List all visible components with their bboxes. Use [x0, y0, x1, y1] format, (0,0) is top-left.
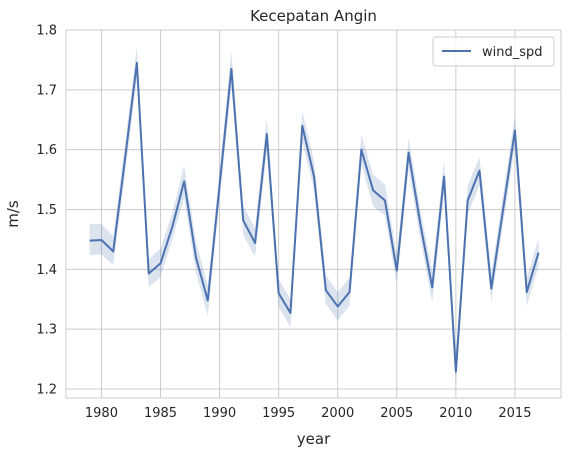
x-tick-label: 2015	[498, 406, 531, 421]
x-tick-label: 1980	[85, 406, 118, 421]
x-tick-label: 1985	[144, 406, 177, 421]
y-tick-label: 1.7	[36, 83, 57, 98]
y-tick-label: 1.6	[36, 143, 57, 158]
y-tick-label: 1.4	[36, 263, 57, 278]
x-tick-label: 2010	[439, 406, 472, 421]
legend-box	[432, 36, 555, 67]
plot-frame	[65, 29, 562, 399]
y-tick-label: 1.8	[36, 24, 57, 39]
chart-title: Kecepatan Angin	[250, 7, 377, 25]
legend-label: wind_spd	[482, 45, 543, 60]
x-tick-label: 1995	[262, 406, 295, 421]
y-tick-label: 1.5	[36, 203, 57, 218]
x-tick-label: 2005	[380, 406, 413, 421]
legend: wind_spd	[432, 36, 555, 67]
y-tick-label: 1.3	[36, 323, 57, 338]
x-tick-label: 1990	[203, 406, 236, 421]
y-axis-label: m/s	[4, 200, 22, 228]
x-tick-label: 2000	[321, 406, 354, 421]
tick-label-layer: 1980 1985 1990 1995 2000 2005 2010 2015 1.2 1.3 1.…	[36, 24, 531, 422]
series-line-layer	[89, 61, 540, 373]
x-axis-label: year	[297, 430, 331, 448]
y-tick-label: 1.2	[36, 383, 57, 398]
